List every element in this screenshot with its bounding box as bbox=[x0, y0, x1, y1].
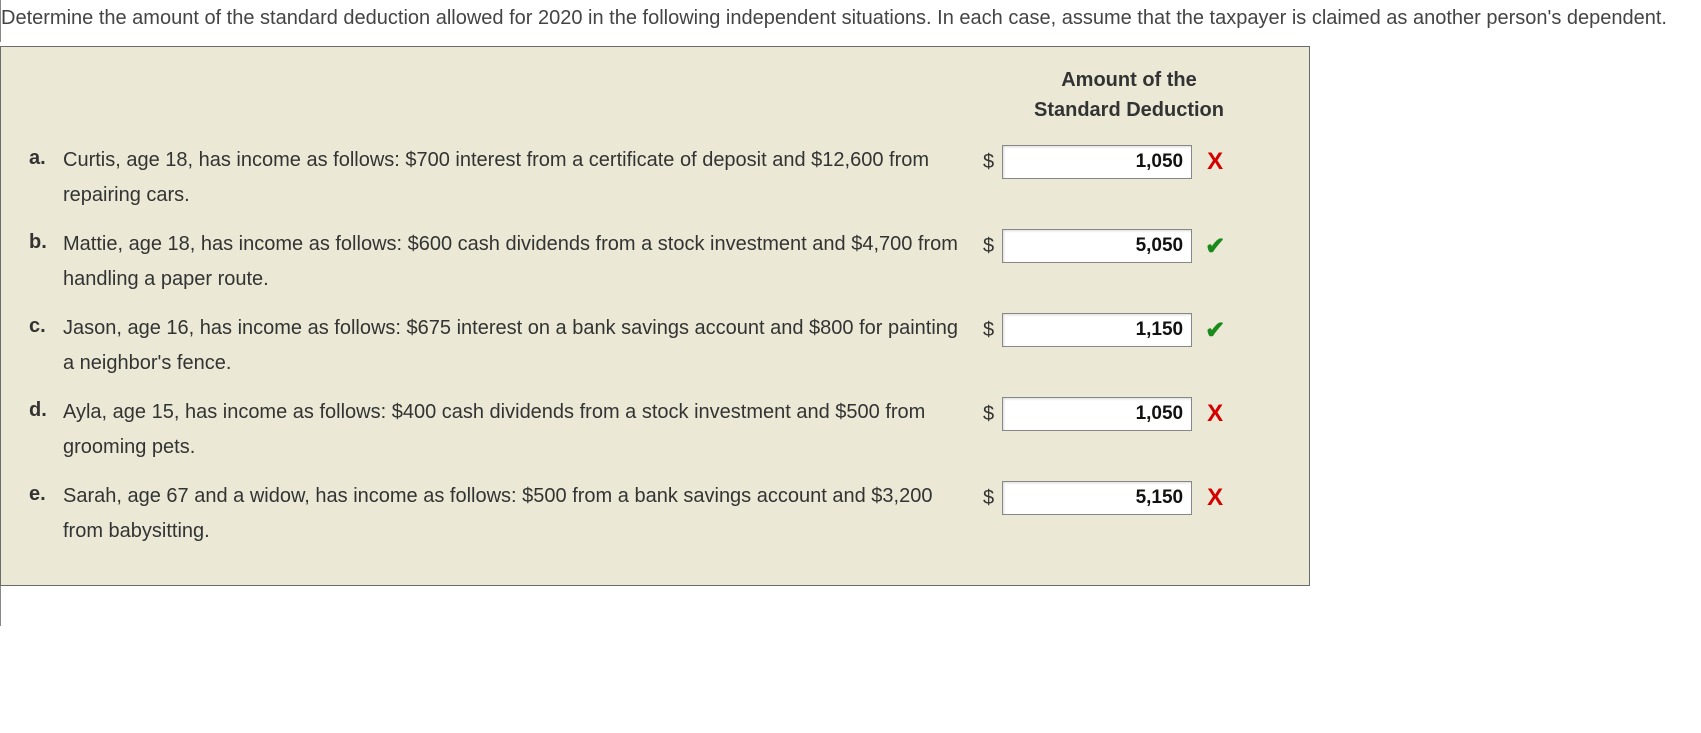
item-text-a: Curtis, age 18, has income as follows: $… bbox=[63, 143, 983, 213]
item-row-c: c. Jason, age 16, has income as follows:… bbox=[29, 311, 1281, 381]
answer-input-d[interactable] bbox=[1002, 397, 1192, 431]
answer-input-c[interactable] bbox=[1002, 313, 1192, 347]
item-label-d: d. bbox=[29, 395, 63, 422]
column-header: Amount of theStandard Deduction bbox=[994, 65, 1264, 125]
item-text-e: Sarah, age 67 and a widow, has income as… bbox=[63, 479, 983, 549]
answer-input-a[interactable] bbox=[1002, 145, 1192, 179]
correct-icon: ✔ bbox=[1204, 232, 1226, 261]
answer-cell-d: $ X bbox=[983, 395, 1226, 431]
currency-symbol: $ bbox=[983, 403, 994, 426]
item-row-d: d. Ayla, age 15, has income as follows: … bbox=[29, 395, 1281, 465]
item-row-b: b. Mattie, age 18, has income as follows… bbox=[29, 227, 1281, 297]
currency-symbol: $ bbox=[983, 487, 994, 510]
answer-input-e[interactable] bbox=[1002, 481, 1192, 515]
currency-symbol: $ bbox=[983, 235, 994, 258]
answer-panel: Amount of theStandard Deduction a. Curti… bbox=[0, 46, 1310, 586]
currency-symbol: $ bbox=[983, 151, 994, 174]
item-label-c: c. bbox=[29, 311, 63, 338]
column-header-line1: Amount of theStandard Deduction bbox=[1034, 69, 1224, 121]
item-label-b: b. bbox=[29, 227, 63, 254]
currency-symbol: $ bbox=[983, 319, 994, 342]
item-label-a: a. bbox=[29, 143, 63, 170]
item-text-c: Jason, age 16, has income as follows: $6… bbox=[63, 311, 983, 381]
answer-input-b[interactable] bbox=[1002, 229, 1192, 263]
answer-cell-a: $ X bbox=[983, 143, 1226, 179]
item-text-d: Ayla, age 15, has income as follows: $40… bbox=[63, 395, 983, 465]
header-spacer bbox=[29, 65, 994, 125]
wrong-icon: X bbox=[1204, 148, 1226, 176]
header-row: Amount of theStandard Deduction bbox=[29, 65, 1281, 125]
left-rule bbox=[0, 586, 1, 626]
answer-cell-c: $ ✔ bbox=[983, 311, 1226, 347]
item-row-e: e. Sarah, age 67 and a widow, has income… bbox=[29, 479, 1281, 549]
wrong-icon: X bbox=[1204, 484, 1226, 512]
item-text-b: Mattie, age 18, has income as follows: $… bbox=[63, 227, 983, 297]
question-text: Determine the amount of the standard ded… bbox=[0, 0, 1701, 42]
correct-icon: ✔ bbox=[1204, 316, 1226, 345]
wrong-icon: X bbox=[1204, 400, 1226, 428]
item-label-e: e. bbox=[29, 479, 63, 506]
item-row-a: a. Curtis, age 18, has income as follows… bbox=[29, 143, 1281, 213]
answer-cell-b: $ ✔ bbox=[983, 227, 1226, 263]
answer-cell-e: $ X bbox=[983, 479, 1226, 515]
